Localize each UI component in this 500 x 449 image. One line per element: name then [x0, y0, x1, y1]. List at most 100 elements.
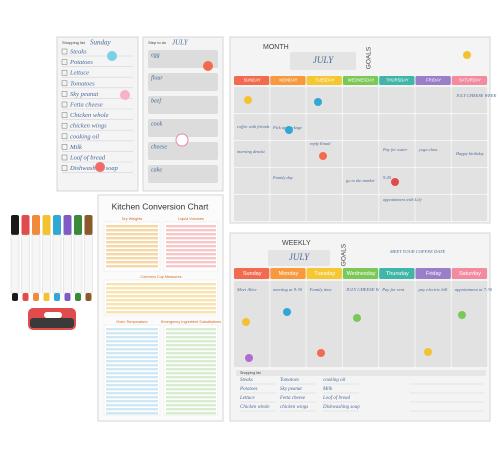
day-header	[451, 268, 488, 279]
marker-body	[42, 234, 51, 294]
chart-row	[106, 408, 158, 411]
chart-row	[106, 380, 158, 383]
day-cell	[451, 87, 488, 113]
sticker	[317, 349, 325, 357]
chart-row	[166, 356, 216, 359]
chart-section-title: Emergency Ingredient Substitutions	[161, 320, 221, 324]
marker-body	[84, 234, 93, 294]
calendar-note: go to the market	[346, 178, 375, 183]
todo-item: cook	[151, 121, 163, 127]
chart-row	[166, 265, 216, 268]
chart-row	[166, 249, 216, 252]
week-shopping-item: Chicken whole	[240, 405, 270, 410]
chart-row	[166, 253, 216, 256]
chart-row	[106, 249, 158, 252]
day-name: Saturday	[459, 271, 481, 277]
week-shopping-item: Lettuce	[239, 396, 255, 401]
chart-row	[106, 229, 158, 232]
marker-end	[43, 293, 50, 301]
chart-row	[166, 344, 216, 347]
day-name: TUESDAY	[315, 78, 335, 83]
day-header	[270, 76, 306, 85]
week-shopping-item: Steaks	[240, 378, 253, 383]
chart-row	[106, 364, 158, 367]
chart-row	[166, 360, 216, 363]
chart-row	[106, 291, 216, 294]
sticker	[319, 152, 327, 160]
chart-row	[166, 332, 216, 335]
chart-row	[106, 368, 158, 371]
sticker	[424, 348, 432, 356]
sticker	[203, 61, 213, 71]
sticker	[391, 178, 399, 186]
chart-row	[106, 233, 158, 236]
chart-row	[166, 408, 216, 411]
marker-body	[31, 234, 41, 294]
marker-cap	[21, 215, 30, 235]
chart-row	[106, 396, 158, 399]
week-shopping-item: Fetta cheese	[279, 396, 306, 401]
week-note: pay electric bill	[418, 287, 449, 292]
todo-box	[148, 50, 218, 68]
day-header	[342, 268, 379, 279]
day-cell	[451, 168, 488, 194]
chart-row	[106, 412, 158, 415]
day-cell	[270, 195, 306, 221]
day-cell	[451, 114, 488, 140]
chart-row	[106, 348, 158, 351]
day-cell	[379, 141, 415, 167]
todo-item: cheese	[151, 144, 167, 150]
chart-row	[106, 311, 216, 314]
day-cell	[234, 195, 270, 221]
day-name: MONDAY	[279, 78, 297, 83]
chart-row	[166, 400, 216, 403]
marker-cap	[32, 215, 40, 235]
day-header	[415, 268, 451, 279]
day-cell	[342, 87, 379, 113]
calendar-note: appointment with Lily	[383, 197, 422, 202]
day-header	[234, 76, 270, 85]
month-name: JULY	[313, 55, 334, 65]
marker-body	[73, 234, 83, 294]
chart-row	[166, 388, 216, 391]
checkbox	[61, 91, 68, 97]
chart-row	[166, 396, 216, 399]
todo-box	[148, 142, 218, 160]
checkbox	[61, 154, 68, 161]
marker-body	[21, 234, 30, 294]
week-note: Family time	[309, 287, 332, 292]
day-column	[342, 281, 379, 367]
day-cell	[270, 141, 306, 167]
todo-item: egg	[151, 52, 160, 58]
calendar-note: 9:45	[383, 175, 392, 180]
day-column	[451, 281, 488, 367]
chart-row	[106, 225, 158, 228]
day-cell	[270, 168, 306, 194]
sticker	[285, 126, 293, 134]
list-title: Shopping list	[62, 40, 86, 45]
day-name: THURSDAY	[386, 78, 409, 83]
day-name: Thursday	[386, 271, 409, 277]
marker-end	[85, 293, 92, 301]
chart-row	[166, 225, 216, 228]
sticker	[458, 311, 466, 319]
day-header	[234, 268, 270, 279]
week-note: JULY CHEESE WEEK	[346, 287, 389, 292]
sticker	[107, 51, 117, 61]
chart-row	[166, 348, 216, 351]
checkbox	[61, 59, 68, 65]
sticker	[245, 354, 253, 362]
chart-title: Kitchen Conversion Chart	[112, 201, 209, 211]
chart-row	[106, 265, 158, 268]
goals-label: GOALS	[341, 243, 348, 266]
week-shopping-item: Milk	[322, 387, 333, 392]
day-header	[306, 76, 342, 85]
checkbox	[61, 80, 68, 87]
chart-row	[166, 376, 216, 379]
chart-row	[106, 388, 158, 391]
chart-row	[166, 233, 216, 236]
list-item: chicken wings	[70, 123, 107, 130]
chart-row	[166, 261, 216, 264]
chart-row	[166, 368, 216, 371]
sticker	[314, 98, 322, 106]
